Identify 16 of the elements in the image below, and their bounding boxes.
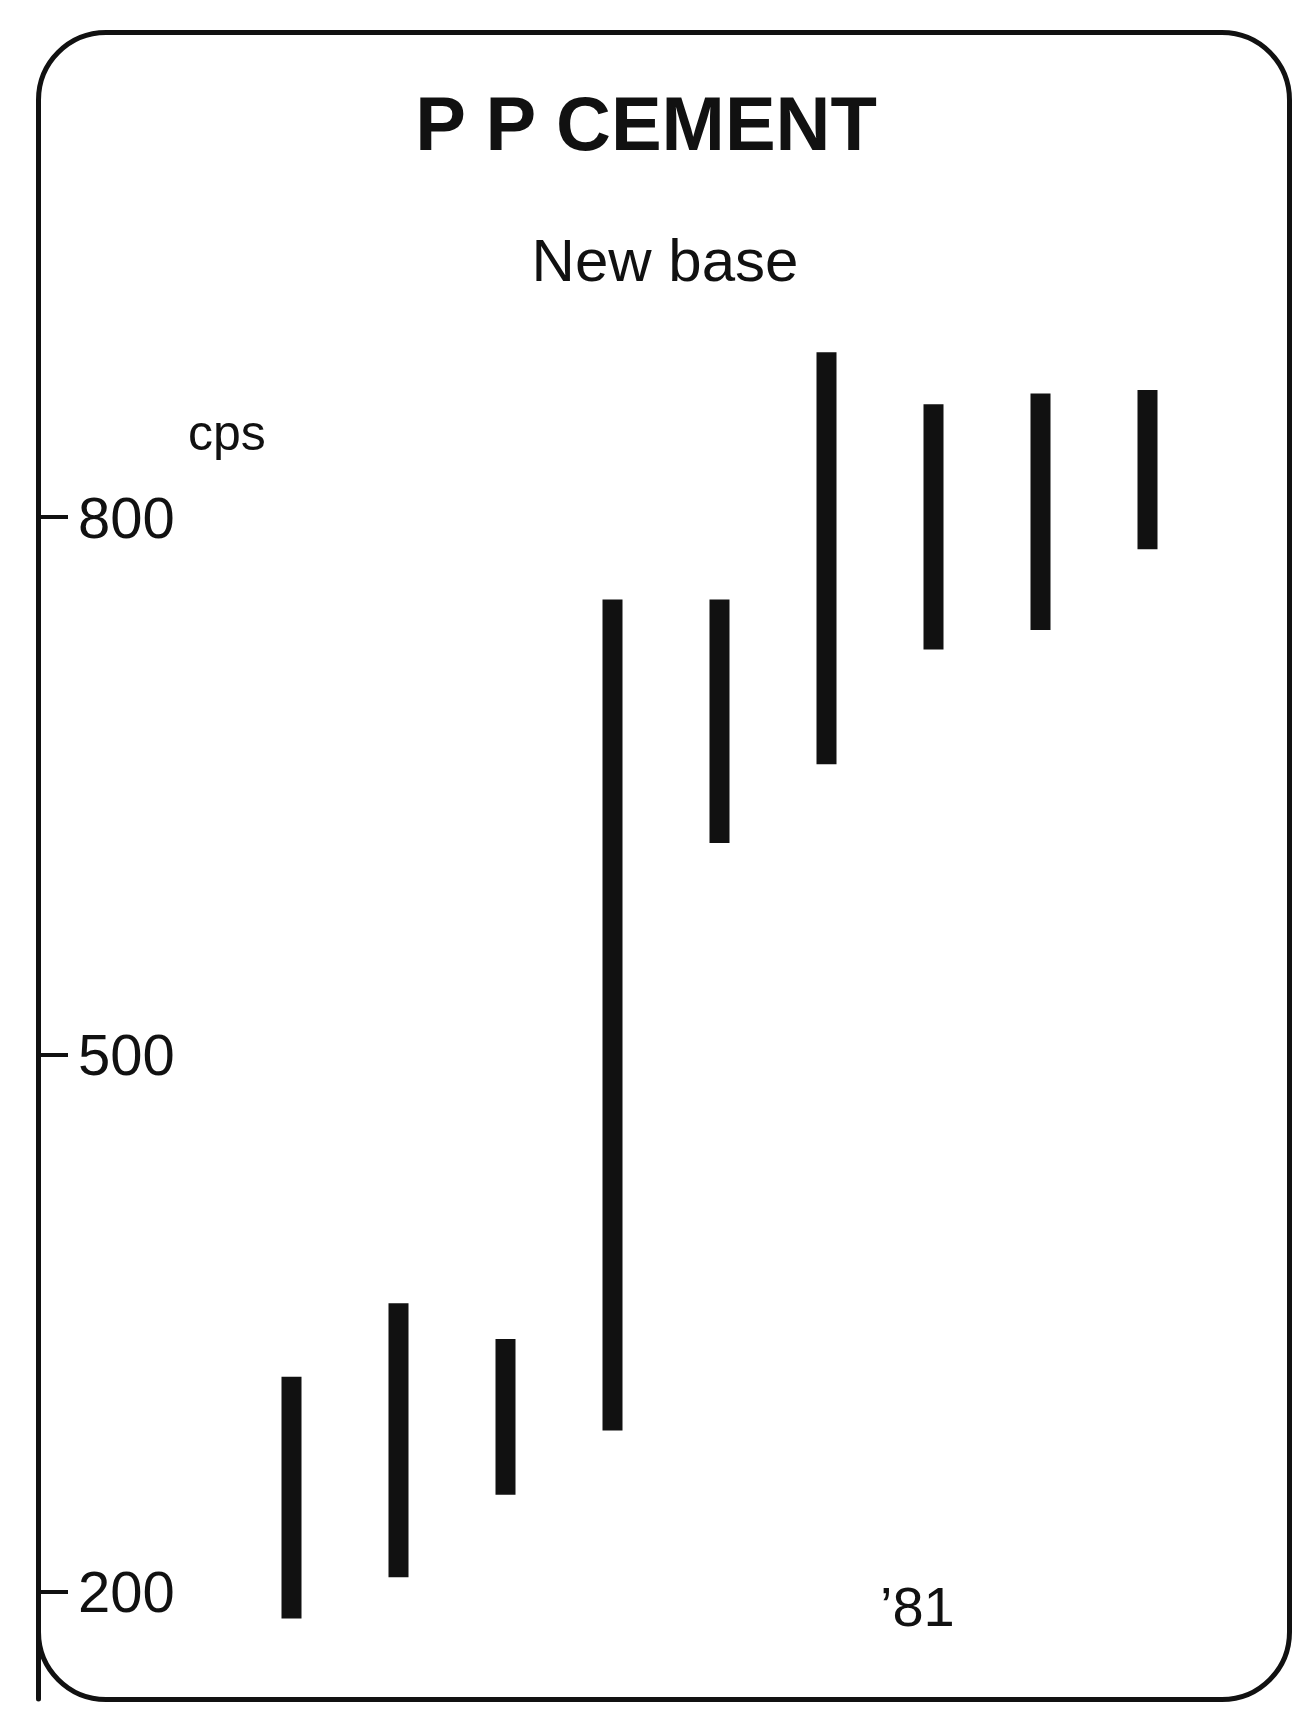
bar [816, 352, 837, 765]
bar [602, 599, 623, 1431]
bar [1137, 389, 1158, 550]
y-tick-label: 200 [78, 1559, 175, 1625]
y-tick-label: 800 [78, 484, 175, 550]
bar [281, 1376, 302, 1619]
chart-subtitle: New base [531, 226, 799, 294]
chart-title: P P CEMENT [415, 80, 877, 166]
y-axis-title: cps [188, 405, 266, 461]
annotation: ’81 [880, 1574, 955, 1638]
y-tick-label: 500 [78, 1021, 175, 1087]
bar [923, 404, 944, 650]
bar [709, 599, 730, 843]
bar [1030, 393, 1051, 630]
bar [495, 1339, 516, 1495]
bar [388, 1303, 409, 1578]
